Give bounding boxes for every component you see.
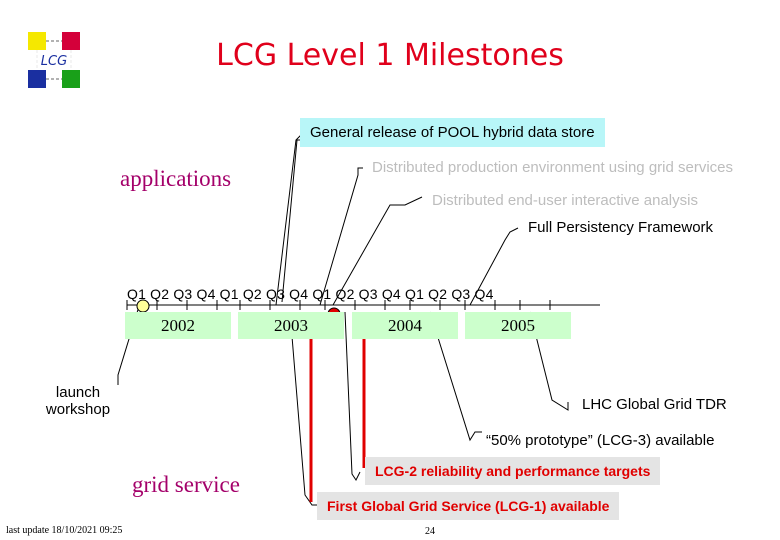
page-title: LCG Level 1 Milestones — [216, 38, 564, 73]
connector-lhc-tdr — [529, 311, 569, 411]
milestone-launch-text: launch workshop — [45, 384, 111, 418]
milestone-lhc-tdr: LHC Global Grid TDR — [582, 396, 727, 413]
logo-text: LCG — [41, 54, 67, 69]
quarter-labels: Q1 Q2 Q3 Q4 Q1 Q2 Q3 Q4 Q1 Q2 Q3 Q4 Q1 Q… — [127, 286, 494, 302]
year-2005: 2005 — [465, 312, 571, 339]
connector-lcg1 — [289, 311, 320, 506]
milestone-persistency: Full Persistency Framework — [528, 219, 714, 236]
grid-service-label: grid service — [132, 472, 240, 497]
connector-persistency — [469, 227, 519, 306]
milestone-lcg1: First Global Grid Service (LCG-1) availa… — [317, 492, 620, 520]
connector-lcg2 — [344, 311, 361, 481]
year-2004: 2004 — [352, 312, 458, 339]
connector-distributed-analysis — [332, 196, 423, 306]
year-2003: 2003 — [238, 312, 344, 339]
page-number: 24 — [425, 526, 435, 537]
milestone-pool: General release of POOL hybrid data stor… — [300, 118, 605, 147]
connector-prototype — [429, 311, 482, 442]
milestone-lcg2: LCG-2 reliability and performance target… — [365, 457, 661, 485]
milestone-distributed-production: Distributed production environment using… — [372, 159, 734, 176]
last-update: last update 18/10/2021 09:25 — [6, 525, 123, 536]
year-2002: 2002 — [125, 312, 231, 339]
milestone-launch: launch workshop — [40, 384, 116, 418]
quarter-ticks — [126, 300, 551, 310]
lcg-logo: LCG — [28, 32, 80, 88]
milestone-distributed-analysis: Distributed end-user interactive analysi… — [432, 192, 698, 209]
milestone-prototype: “50% prototype” (LCG-3) available — [486, 432, 715, 449]
applications-label: applications — [120, 166, 232, 191]
connector-distributed-production — [319, 167, 363, 306]
